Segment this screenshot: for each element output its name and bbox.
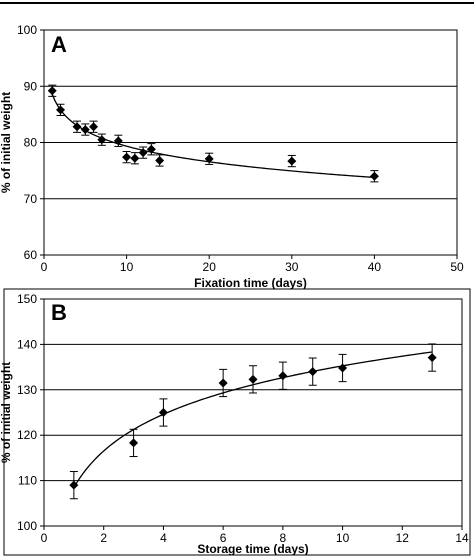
trend-line [51,94,375,179]
y-axis-title: % of initial weight [0,92,13,193]
data-point [287,156,297,166]
y-tick-label: 140 [17,337,37,351]
data-point [130,153,140,163]
x-tick-label: 30 [285,260,299,274]
y-tick-label: 70 [24,192,38,206]
data-point [122,152,132,162]
x-tick-label: 12 [396,531,410,545]
data-point [218,378,228,388]
x-tick-label: 40 [368,260,382,274]
data-point [204,154,214,164]
y-tick-label: 60 [24,248,38,262]
data-point [369,171,379,181]
data-point [158,408,168,417]
y-axis-title: % of initial weight [0,362,13,463]
data-point [97,135,107,145]
x-tick-label: 0 [41,260,48,274]
chart-panel-A: 60 70 80 90 100 0 10 20 30 40 50 Fixation time (day… [0,23,464,290]
top-rule [0,2,474,4]
data-point [129,438,139,448]
x-axis-title: Fixation time (days) [194,276,307,290]
plot-area [43,298,463,527]
x-tick-label: 4 [160,531,167,545]
data-point [155,156,165,165]
data-point [69,480,79,490]
data-point [80,125,90,135]
x-tick-label: 10 [336,531,350,545]
data-point [427,353,437,363]
y-tick-label: 100 [17,23,37,37]
data-point [138,148,148,158]
y-tick-label: 130 [17,383,37,397]
chart-panel-B: 100 110 120 130 140 150 0 2 4 6 8 10 12 14 Storage tim… [0,288,471,556]
data-point [113,136,123,146]
data-point [248,374,258,384]
data-point [72,122,82,132]
x-tick-label: 6 [220,531,227,545]
y-tick-label: 150 [17,292,37,306]
x-tick-label: 20 [203,260,217,274]
data-point [278,371,288,381]
x-tick-label: 2 [100,531,107,545]
x-tick-label: 0 [41,531,48,545]
data-point [338,363,348,373]
data-point [89,122,99,132]
y-tick-label: 80 [24,136,38,150]
data-point [308,367,318,377]
panel-frame [3,288,471,556]
x-axis-title: Storage time (days) [197,542,308,556]
y-tick-label: 90 [24,79,38,93]
data-point [47,86,57,96]
y-tick-label: 110 [18,474,37,488]
data-point [56,105,66,115]
panel-label: B [51,300,67,325]
y-tick-label: 100 [17,519,37,533]
x-tick-label: 50 [450,260,464,274]
x-tick-label: 8 [280,531,287,545]
y-tick-label: 120 [17,428,37,442]
x-tick-label: 10 [120,260,134,274]
x-tick-label: 14 [455,531,469,545]
panel-label: A [51,32,67,57]
data-point [146,144,156,154]
